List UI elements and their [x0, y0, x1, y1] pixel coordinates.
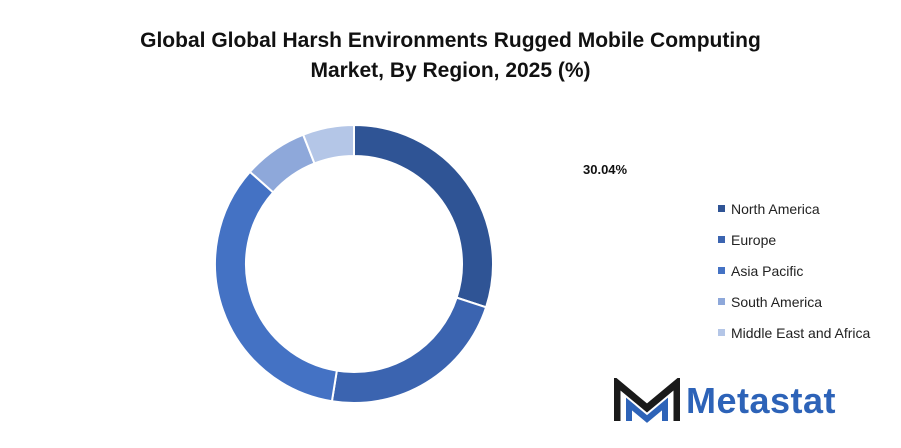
legend-swatch-south-america	[718, 298, 725, 305]
legend-label-south-america: South America	[731, 293, 823, 310]
legend-swatch-middle-east-and-africa	[718, 329, 725, 336]
legend-swatch-europe	[718, 236, 725, 243]
legend-item-south-america: South America	[718, 286, 870, 317]
legend-item-north-america: North America	[718, 193, 870, 224]
donut-slice-europe	[330, 296, 488, 404]
donut-slice-middle-east-and-africa	[301, 123, 355, 165]
legend-swatch-north-america	[718, 205, 725, 212]
north-america-percentage-label: 30.04%	[583, 162, 628, 177]
brand-name: Metastat	[686, 380, 837, 421]
legend: North America Europe Asia Pacific South Ame…	[718, 193, 870, 348]
legend-item-asia-pacific: Asia Pacific	[718, 255, 870, 286]
donut-slice-asia-pacific	[214, 170, 338, 403]
legend-label-europe: Europe	[731, 231, 777, 248]
legend-item-europe: Europe	[718, 224, 870, 255]
metastat-m-logo-icon	[614, 378, 680, 423]
legend-item-middle-east-and-africa: Middle East and Africa	[718, 317, 870, 348]
chart-title-line-1: Global Global Harsh Environments Rugged …	[140, 29, 761, 52]
chart-title: Global Global Harsh Environments Rugged …	[0, 26, 901, 86]
legend-label-asia-pacific: Asia Pacific	[731, 262, 804, 279]
metastat-brand: Metastat	[614, 378, 836, 424]
legend-label-middle-east-and-africa: Middle East and Africa	[731, 324, 871, 341]
chart-title-line-2: Market, By Region, 2025 (%)	[310, 59, 591, 82]
legend-label-north-america: North America	[731, 200, 820, 217]
donut-slice-north-america	[353, 123, 494, 309]
legend-swatch-asia-pacific	[718, 267, 725, 274]
